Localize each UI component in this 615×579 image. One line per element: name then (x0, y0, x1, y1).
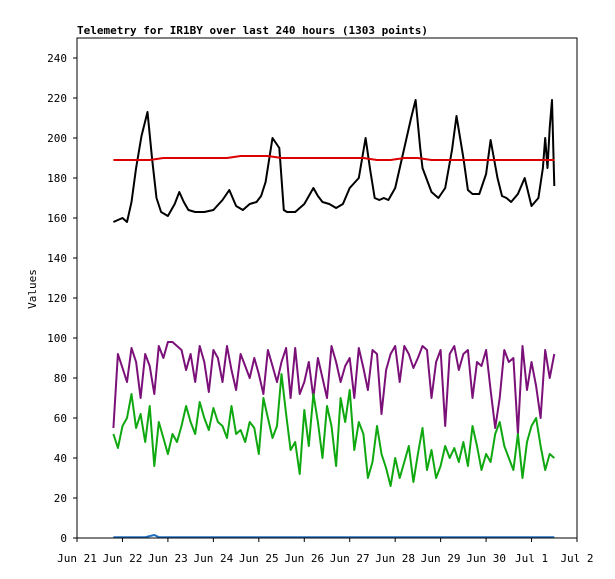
y-axis-label: Values (26, 269, 39, 309)
y-tick-label: 100 (47, 332, 67, 345)
x-tick-label: Jun 26 (284, 552, 324, 565)
plot-area (112, 99, 556, 539)
y-tick-label: 200 (47, 132, 67, 145)
y-tick-label: 140 (47, 252, 67, 265)
y-tick-label: 120 (47, 292, 67, 305)
y-axis: 0 20 40 60 80 100 120 140 160 180 200 220 240 (47, 52, 77, 545)
series-line-1 (113, 155, 555, 161)
x-tick-label: Jun 23 (148, 552, 188, 565)
y-tick-label: 40 (54, 452, 67, 465)
y-tick-label: 180 (47, 172, 67, 185)
x-tick-label: Jun 25 (239, 552, 279, 565)
series-line-3 (112, 373, 555, 487)
x-tick-label: Jun 27 (330, 552, 370, 565)
series-line-0 (112, 99, 556, 223)
x-tick-label: Jun 22 (103, 552, 143, 565)
x-axis: Jun 21 Jun 22 Jun 23 Jun 24 Jun 25 Jun 26 Jun … (57, 538, 594, 565)
y-tick-label: 80 (54, 372, 67, 385)
x-tick-label: Jun 30 (466, 552, 506, 565)
x-tick-label: Jun 24 (193, 552, 233, 565)
y-tick-label: 220 (47, 92, 67, 105)
plot-frame (76, 37, 578, 539)
y-tick-label: 60 (54, 412, 67, 425)
x-tick-label: Jun 28 (375, 552, 415, 565)
series-line-4 (113, 534, 555, 539)
x-tick-label: Jul 1 (515, 552, 548, 565)
x-tick-label: Jul 2 (560, 552, 593, 565)
series-line-2 (112, 341, 556, 435)
x-tick-label: Jun 21 (57, 552, 97, 565)
y-tick-label: 20 (54, 492, 67, 505)
chart-title: Telemetry for IR1BY over last 240 hours … (77, 24, 428, 37)
y-tick-label: 0 (60, 532, 67, 545)
x-tick-label: Jun 29 (421, 552, 461, 565)
y-tick-label: 160 (47, 212, 67, 225)
y-tick-label: 240 (47, 52, 67, 65)
